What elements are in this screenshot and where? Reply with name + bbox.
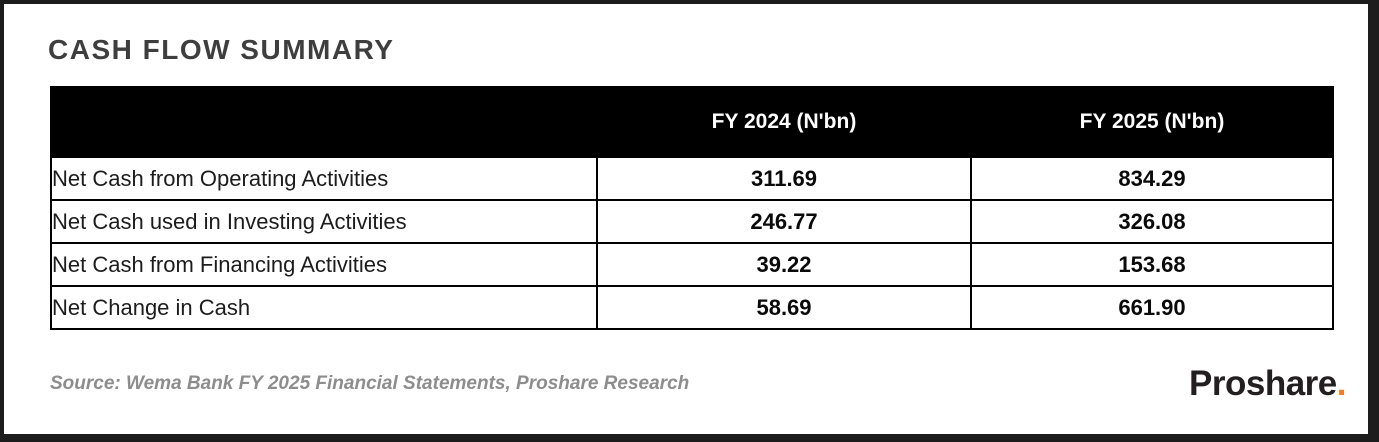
header-cell-fy2025: FY 2025 (N'bn): [970, 86, 1334, 158]
row-label: Net Cash from Financing Activities: [50, 242, 598, 287]
row-value-fy2025: 326.08: [970, 199, 1334, 244]
header-cell-blank: [50, 86, 598, 158]
footer: Source: Wema Bank FY 2025 Financial Stat…: [50, 362, 1347, 406]
header-cell-fy2024: FY 2024 (N'bn): [596, 86, 972, 158]
row-value-fy2025: 834.29: [970, 156, 1334, 201]
logo-dot: .: [1336, 364, 1347, 403]
cash-flow-table: FY 2024 (N'bn) FY 2025 (N'bn) Net Cash f…: [50, 86, 1334, 330]
table-row: Net Cash from Financing Activities 39.22…: [50, 242, 1334, 287]
row-value-fy2024: 311.69: [596, 156, 972, 201]
row-label: Net Cash from Operating Activities: [50, 156, 598, 201]
row-value-fy2024: 39.22: [596, 242, 972, 287]
row-value-fy2024: 58.69: [596, 285, 972, 330]
table-row: Net Cash used in Investing Activities 24…: [50, 199, 1334, 244]
row-label: Net Cash used in Investing Activities: [50, 199, 598, 244]
source-note: Source: Wema Bank FY 2025 Financial Stat…: [50, 373, 690, 394]
table-header-row: FY 2024 (N'bn) FY 2025 (N'bn): [50, 86, 1334, 158]
table-row: Net Change in Cash 58.69 661.90: [50, 285, 1334, 330]
table-row: Net Cash from Operating Activities 311.6…: [50, 156, 1334, 201]
proshare-logo: Proshare.: [1189, 364, 1346, 404]
logo-text: Proshare: [1189, 364, 1337, 403]
row-value-fy2025: 153.68: [970, 242, 1334, 287]
row-value-fy2024: 246.77: [596, 199, 972, 244]
page-title: CASH FLOW SUMMARY: [48, 34, 395, 65]
row-label: Net Change in Cash: [50, 285, 598, 330]
row-value-fy2025: 661.90: [970, 285, 1334, 330]
